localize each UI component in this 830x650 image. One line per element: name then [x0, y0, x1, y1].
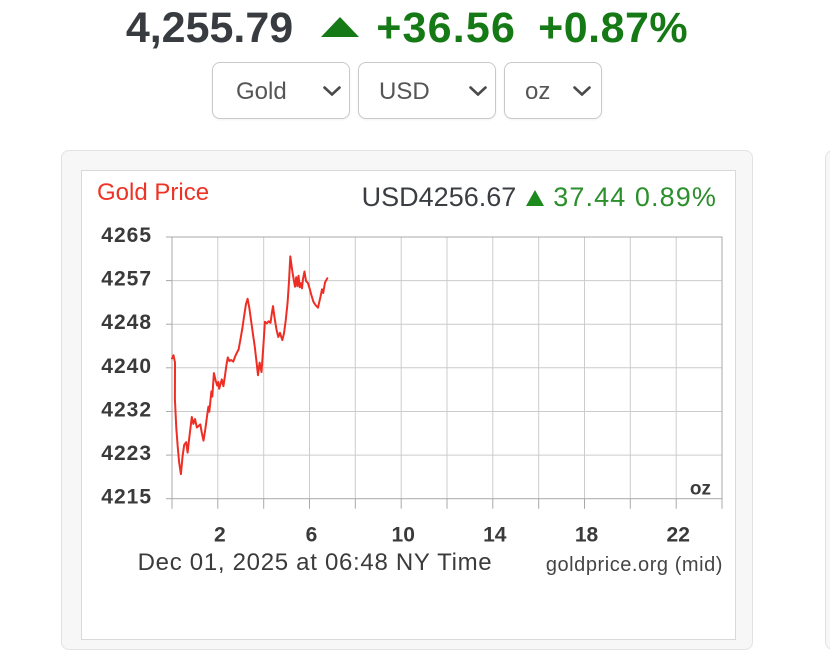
svg-text:2: 2 [214, 524, 226, 547]
svg-text:4240: 4240 [101, 355, 152, 378]
svg-text:10: 10 [392, 524, 415, 547]
svg-text:6: 6 [306, 524, 318, 547]
svg-text:Dec 01, 2025 at 06:48 NY Time: Dec 01, 2025 at 06:48 NY Time [138, 549, 493, 576]
svg-text:18: 18 [575, 524, 599, 547]
svg-text:4257: 4257 [101, 268, 152, 291]
svg-text:oz: oz [690, 479, 711, 500]
svg-text:4223: 4223 [101, 442, 152, 465]
svg-text:22: 22 [667, 524, 690, 547]
svg-text:4232: 4232 [101, 399, 152, 422]
svg-text:4248: 4248 [101, 311, 152, 334]
svg-text:goldprice.org (mid): goldprice.org (mid) [546, 554, 723, 576]
svg-text:4215: 4215 [101, 486, 152, 509]
svg-text:4265: 4265 [101, 224, 152, 247]
svg-text:14: 14 [483, 524, 507, 547]
